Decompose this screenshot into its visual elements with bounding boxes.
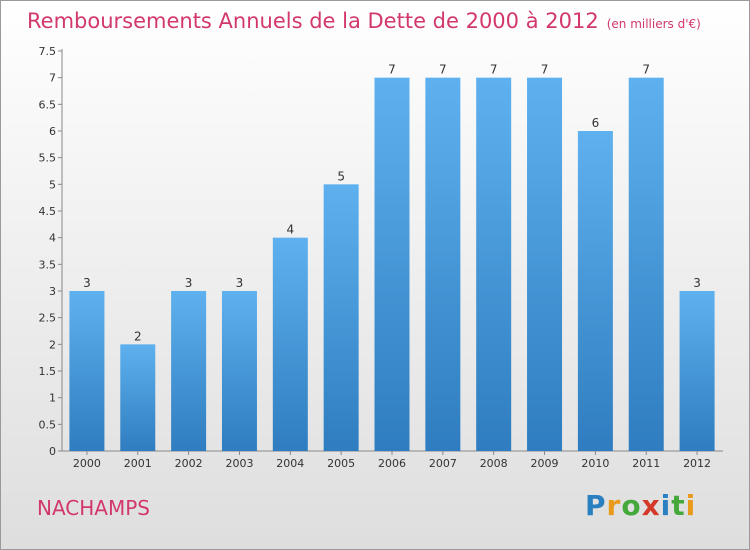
value-label: 6 (592, 116, 600, 130)
logo-letter: r (606, 489, 622, 522)
y-tick-label: 7.5 (39, 45, 57, 58)
x-tick-label: 2001 (124, 457, 152, 470)
logo-letter: i (660, 489, 672, 522)
bar (476, 77, 512, 452)
title-text: Remboursements Annuels de la Dette de 20… (27, 9, 599, 33)
x-tick-label: 2007 (429, 457, 457, 470)
bar (527, 77, 563, 452)
y-tick-label: 7 (49, 72, 56, 85)
y-tick-label: 0 (49, 445, 56, 458)
bar (323, 184, 359, 452)
y-tick-label: 6 (49, 125, 56, 138)
bar (171, 291, 207, 451)
value-label: 3 (83, 276, 91, 290)
logo-letter: i (685, 489, 697, 522)
labels: 3 2000 2 2001 3 2002 3 2003 4 2004 5 2005 7 2006 7 2007… (73, 63, 711, 470)
x-tick-label: 2003 (225, 457, 253, 470)
value-label: 3 (185, 276, 193, 290)
value-label: 7 (642, 63, 650, 77)
title-unit: (en milliers d'€) (606, 17, 701, 31)
value-label: 7 (490, 63, 498, 77)
logo-letter: t (671, 489, 686, 522)
value-label: 3 (236, 276, 244, 290)
value-label: 5 (337, 169, 345, 183)
bar (425, 77, 461, 452)
value-label: 7 (541, 63, 549, 77)
logo-letter: x (641, 489, 661, 522)
x-tick-label: 2011 (632, 457, 660, 470)
x-tick-label: 2004 (276, 457, 304, 470)
y-tick-label: 4 (49, 232, 56, 245)
y-tick-label: 0.5 (39, 418, 57, 431)
proxiti-logo: Proxiti (585, 489, 696, 522)
bar (577, 131, 613, 451)
chart-title: Remboursements Annuels de la Dette de 20… (27, 9, 701, 33)
y-tick-label: 2 (49, 338, 56, 351)
bar (272, 237, 308, 451)
x-tick-label: 2009 (531, 457, 559, 470)
commune-name: NACHAMPS (37, 496, 150, 520)
bar (120, 344, 156, 451)
value-label: 7 (388, 63, 396, 77)
x-tick-label: 2006 (378, 457, 406, 470)
bar (69, 291, 105, 451)
bar (679, 291, 715, 451)
x-tick-label: 2000 (73, 457, 101, 470)
y-tick-label: 3.5 (39, 258, 57, 271)
y-tick-label: 5.5 (39, 152, 57, 165)
value-label: 2 (134, 329, 142, 343)
x-tick-label: 2012 (683, 457, 711, 470)
y-tick-label: 3 (49, 285, 56, 298)
x-tick-label: 2002 (175, 457, 203, 470)
x-tick-label: 2008 (480, 457, 508, 470)
x-tick-label: 2005 (327, 457, 355, 470)
logo-letter: o (621, 489, 642, 522)
bar (628, 77, 664, 452)
value-label: 7 (439, 63, 447, 77)
bars (69, 77, 715, 452)
y-tick-label: 4.5 (39, 205, 57, 218)
value-label: 4 (286, 223, 294, 237)
bar (221, 291, 257, 451)
logo-letter: P (585, 489, 607, 522)
value-label: 3 (693, 276, 701, 290)
y-tick-label: 5 (49, 178, 56, 191)
y-tick-label: 1.5 (39, 365, 57, 378)
y-tick-label: 6.5 (39, 98, 57, 111)
y-tick-label: 1 (49, 392, 56, 405)
bar (374, 77, 410, 452)
axes: 0 0.5 1 1.5 2 2.5 3 3.5 4 4.5 5 5.5 6 6.5 7 7.5 (39, 45, 723, 458)
x-tick-label: 2010 (581, 457, 609, 470)
y-tick-label: 2.5 (39, 312, 57, 325)
